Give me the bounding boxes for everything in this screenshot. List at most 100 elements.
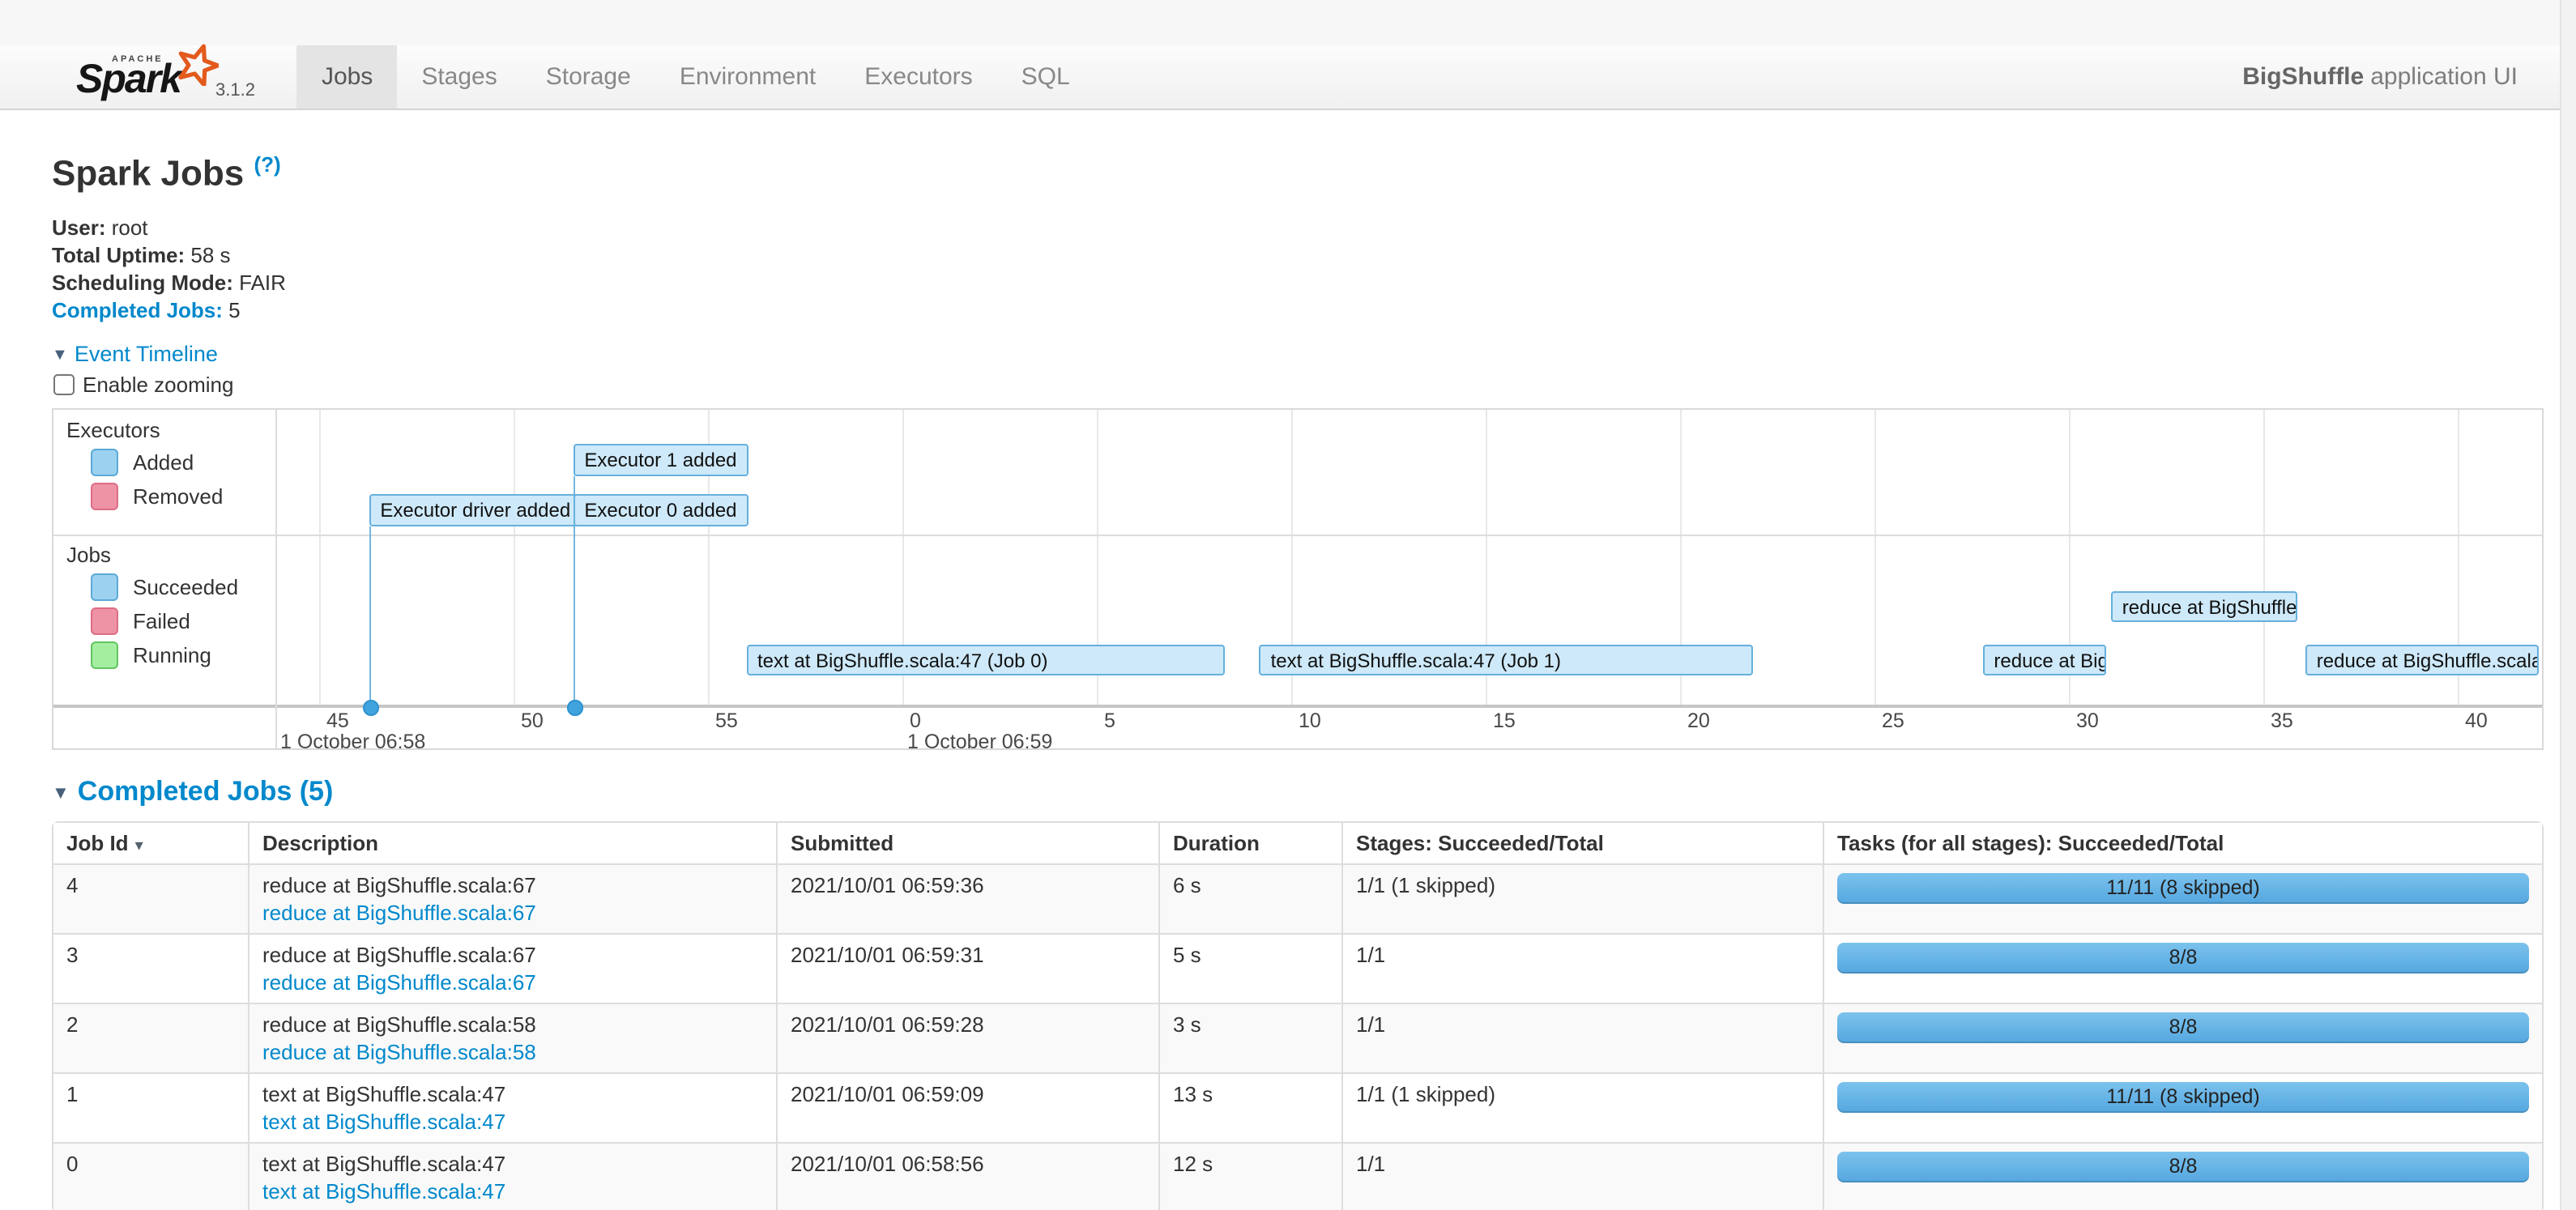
cell-job-id: 1 bbox=[53, 1073, 248, 1143]
tasks-progress-bar: 8/8 bbox=[1837, 1013, 2529, 1044]
completed-jobs-link[interactable]: Completed Jobs: bbox=[52, 299, 223, 323]
cell-duration: 13 s bbox=[1158, 1073, 1341, 1143]
tab-jobs[interactable]: Jobs bbox=[297, 45, 397, 109]
legend-label: Succeeded bbox=[133, 576, 238, 600]
axis-tick-label: 40 bbox=[2465, 710, 2488, 733]
column-header-submitted[interactable]: Submitted bbox=[776, 824, 1158, 864]
legend-label: Failed bbox=[133, 610, 190, 634]
spark-version: 3.1.2 bbox=[215, 81, 255, 100]
tasks-progress-bar: 11/11 (8 skipped) bbox=[1837, 1083, 2529, 1114]
axis-tick-label: 0 bbox=[910, 710, 921, 733]
app-title: BigShuffle application UI bbox=[2242, 45, 2576, 109]
cell-stages: 1/1 (1 skipped) bbox=[1341, 1073, 1823, 1143]
legend-label: Added bbox=[133, 451, 194, 475]
tab-storage[interactable]: Storage bbox=[522, 45, 655, 109]
logo-brand-text: Spark bbox=[76, 56, 181, 103]
job-detail-link[interactable]: text at BigShuffle.scala:47 bbox=[262, 1180, 505, 1204]
cell-duration: 6 s bbox=[1158, 864, 1341, 934]
navbar: APACHE Spark 3.1.2 JobsStagesStorageEnvi… bbox=[0, 45, 2576, 110]
app-summary: User: rootTotal Uptime: 58 sScheduling M… bbox=[52, 215, 2544, 325]
summary-line: User: root bbox=[52, 215, 2544, 242]
event-timeline-chart: 45505505101520253035401 October 06:581 O… bbox=[52, 409, 2544, 751]
cell-tasks: 11/11 (8 skipped) bbox=[1823, 1073, 2542, 1143]
tab-stages[interactable]: Stages bbox=[397, 45, 521, 109]
job-detail-link[interactable]: text at BigShuffle.scala:47 bbox=[262, 1110, 505, 1135]
cell-job-id: 3 bbox=[53, 934, 248, 1003]
legend-group-executors: Executors bbox=[66, 419, 160, 443]
cell-job-id: 0 bbox=[53, 1143, 248, 1210]
tasks-progress: 11/11 (8 skipped) bbox=[1837, 874, 2529, 905]
cell-description: reduce at BigShuffle.scala:67reduce at B… bbox=[248, 934, 776, 1003]
cell-tasks: 8/8 bbox=[1823, 1003, 2542, 1073]
legend-swatch-blue bbox=[91, 449, 118, 477]
axis-tick-label: 45 bbox=[326, 710, 349, 733]
summary-label: Total Uptime: bbox=[52, 244, 185, 268]
job-detail-link[interactable]: reduce at BigShuffle.scala:67 bbox=[262, 901, 536, 926]
axis-tick-label: 50 bbox=[521, 710, 544, 733]
axis-tick-label: 5 bbox=[1104, 710, 1115, 733]
scrollbar[interactable] bbox=[2560, 0, 2576, 1210]
legend-label: Running bbox=[133, 644, 211, 668]
job-detail-link[interactable]: reduce at BigShuffle.scala:67 bbox=[262, 971, 536, 995]
summary-label: User: bbox=[52, 216, 106, 241]
summary-line: Total Uptime: 58 s bbox=[52, 242, 2544, 270]
event-anchor-dot bbox=[567, 700, 583, 716]
tasks-progress: 8/8 bbox=[1837, 1013, 2529, 1044]
legend-item-succeeded: Succeeded bbox=[76, 574, 238, 602]
axis-tick-label: 10 bbox=[1299, 710, 1321, 733]
axis-tick-label: 35 bbox=[2271, 710, 2293, 733]
spark-logo[interactable]: APACHE Spark 3.1.2 bbox=[76, 45, 255, 109]
enable-zooming-label[interactable]: Enable zooming bbox=[83, 373, 233, 398]
summary-value: 58 s bbox=[185, 244, 230, 268]
tab-sql[interactable]: SQL bbox=[997, 45, 1094, 109]
gridline bbox=[1874, 411, 1875, 705]
column-header-tasks-for-all-stages-succeeded-total[interactable]: Tasks (for all stages): Succeeded/Total bbox=[1823, 824, 2542, 864]
event-anchor-dot bbox=[363, 700, 379, 716]
job-description-text: text at BigShuffle.scala:47 bbox=[262, 1081, 763, 1109]
cell-submitted: 2021/10/01 06:59:09 bbox=[776, 1073, 1158, 1143]
spark-star-icon bbox=[177, 43, 219, 85]
column-header-stages-succeeded-total[interactable]: Stages: Succeeded/Total bbox=[1341, 824, 1823, 864]
collapse-arrow-icon: ▼ bbox=[52, 347, 68, 365]
tasks-progress-bar: 11/11 (8 skipped) bbox=[1837, 874, 2529, 905]
column-header-duration[interactable]: Duration bbox=[1158, 824, 1341, 864]
table-header-row: Job Id▾DescriptionSubmittedDurationStage… bbox=[53, 824, 2542, 864]
gridline bbox=[318, 411, 320, 705]
executor-event-box: Executor driver added bbox=[369, 495, 582, 527]
timeline-axis-line bbox=[53, 705, 2542, 709]
job-description-text: text at BigShuffle.scala:47 bbox=[262, 1151, 763, 1178]
executor-event-box: Executor 0 added bbox=[573, 495, 748, 527]
enable-zooming-checkbox[interactable] bbox=[53, 375, 75, 396]
axis-tick-label: 55 bbox=[715, 710, 738, 733]
tab-environment[interactable]: Environment bbox=[655, 45, 840, 109]
legend-group-jobs: Jobs bbox=[66, 543, 111, 568]
timeline-legend-separator bbox=[275, 411, 277, 749]
browser-top-strip bbox=[0, 0, 2576, 45]
cell-stages: 1/1 (1 skipped) bbox=[1341, 864, 1823, 934]
sort-caret-icon: ▾ bbox=[135, 838, 143, 856]
axis-tick-label: 25 bbox=[1882, 710, 1904, 733]
event-anchor-line bbox=[369, 527, 371, 705]
cell-tasks: 8/8 bbox=[1823, 1143, 2542, 1210]
legend-item-failed: Failed bbox=[76, 608, 190, 636]
completed-jobs-heading[interactable]: ▼Completed Jobs (5) bbox=[52, 777, 2544, 809]
cell-submitted: 2021/10/01 06:59:31 bbox=[776, 934, 1158, 1003]
cell-tasks: 11/11 (8 skipped) bbox=[1823, 864, 2542, 934]
cell-description: reduce at BigShuffle.scala:67reduce at B… bbox=[248, 864, 776, 934]
cell-submitted: 2021/10/01 06:58:56 bbox=[776, 1143, 1158, 1210]
tasks-progress: 8/8 bbox=[1837, 1152, 2529, 1183]
cell-stages: 1/1 bbox=[1341, 1003, 1823, 1073]
nav-spacer bbox=[1094, 45, 2243, 109]
column-header-description[interactable]: Description bbox=[248, 824, 776, 864]
help-tooltip-link[interactable]: (?) bbox=[254, 152, 280, 177]
summary-label: Scheduling Mode: bbox=[52, 271, 233, 296]
cell-duration: 12 s bbox=[1158, 1143, 1341, 1210]
axis-tick-label: 30 bbox=[2076, 710, 2099, 733]
job-detail-link[interactable]: reduce at BigShuffle.scala:58 bbox=[262, 1041, 536, 1065]
event-timeline-toggle[interactable]: ▼Event Timeline bbox=[52, 343, 2544, 367]
completed-jobs-table: Job Id▾DescriptionSubmittedDurationStage… bbox=[52, 822, 2544, 1210]
column-header-job-id[interactable]: Job Id▾ bbox=[53, 824, 248, 864]
timeline-job-bar: text at BigShuffle.scala:47 (Job 1) bbox=[1260, 645, 1754, 676]
tab-executors[interactable]: Executors bbox=[840, 45, 996, 109]
summary-line: Completed Jobs: 5 bbox=[52, 297, 2544, 325]
